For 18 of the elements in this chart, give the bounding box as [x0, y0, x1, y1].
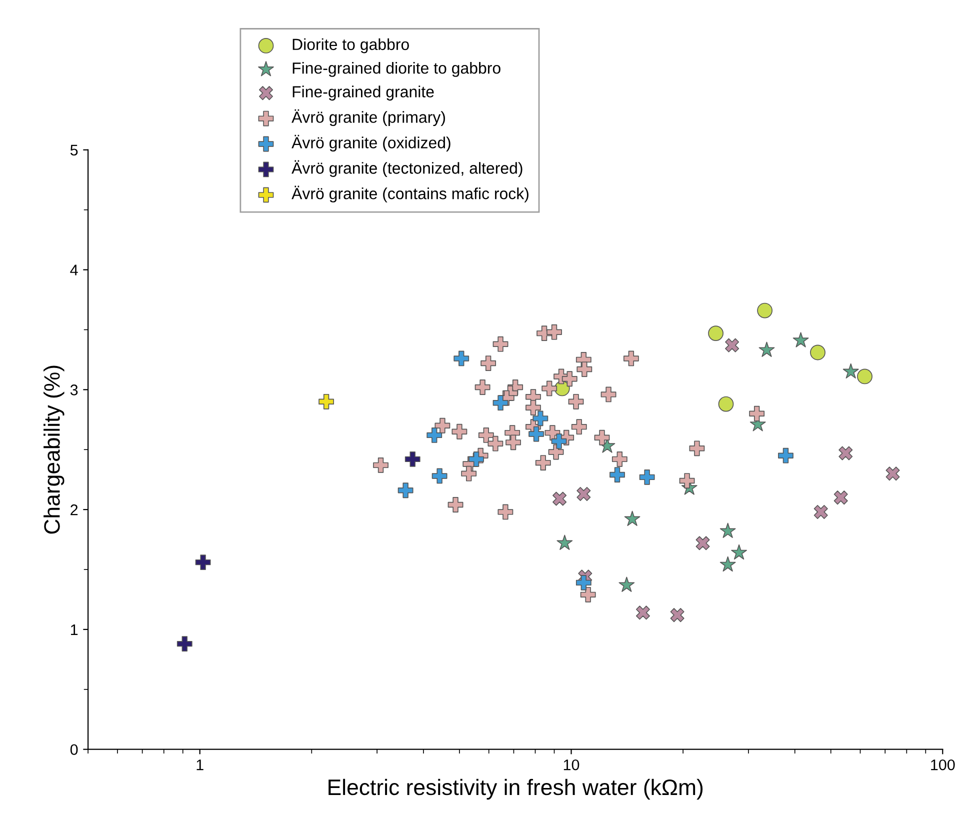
legend-label: Diorite to gabbro — [292, 38, 409, 54]
y-tick-label: 3 — [70, 384, 78, 396]
x-tick-label: 10 — [564, 759, 580, 770]
y-axis-title: Chargeability (%) — [44, 366, 64, 534]
legend-label: Ävrö granite (oxidized) — [292, 134, 450, 152]
y-tick-label: 5 — [70, 144, 78, 156]
y-tick-label: 1 — [70, 624, 78, 635]
x-axis-title: Electric resistivity in fresh water (kΩm) — [328, 778, 703, 800]
y-tick-label: 4 — [70, 264, 78, 276]
legend-label: Fine-grained diorite to gabbro — [292, 62, 500, 77]
x-tick-label: 1 — [196, 760, 204, 770]
legend-label: Ävrö granite (tectonized, altered) — [292, 160, 522, 177]
legend-label: Fine-grained granite — [292, 86, 434, 101]
x-tick-label: 100 — [931, 759, 955, 770]
y-tick-label: 2 — [70, 504, 78, 516]
legend-label: Ävrö granite (contains mafic rock) — [292, 186, 528, 202]
y-tick-label: 0 — [70, 744, 78, 756]
legend-label: Ävrö granite (primary) — [292, 109, 445, 126]
